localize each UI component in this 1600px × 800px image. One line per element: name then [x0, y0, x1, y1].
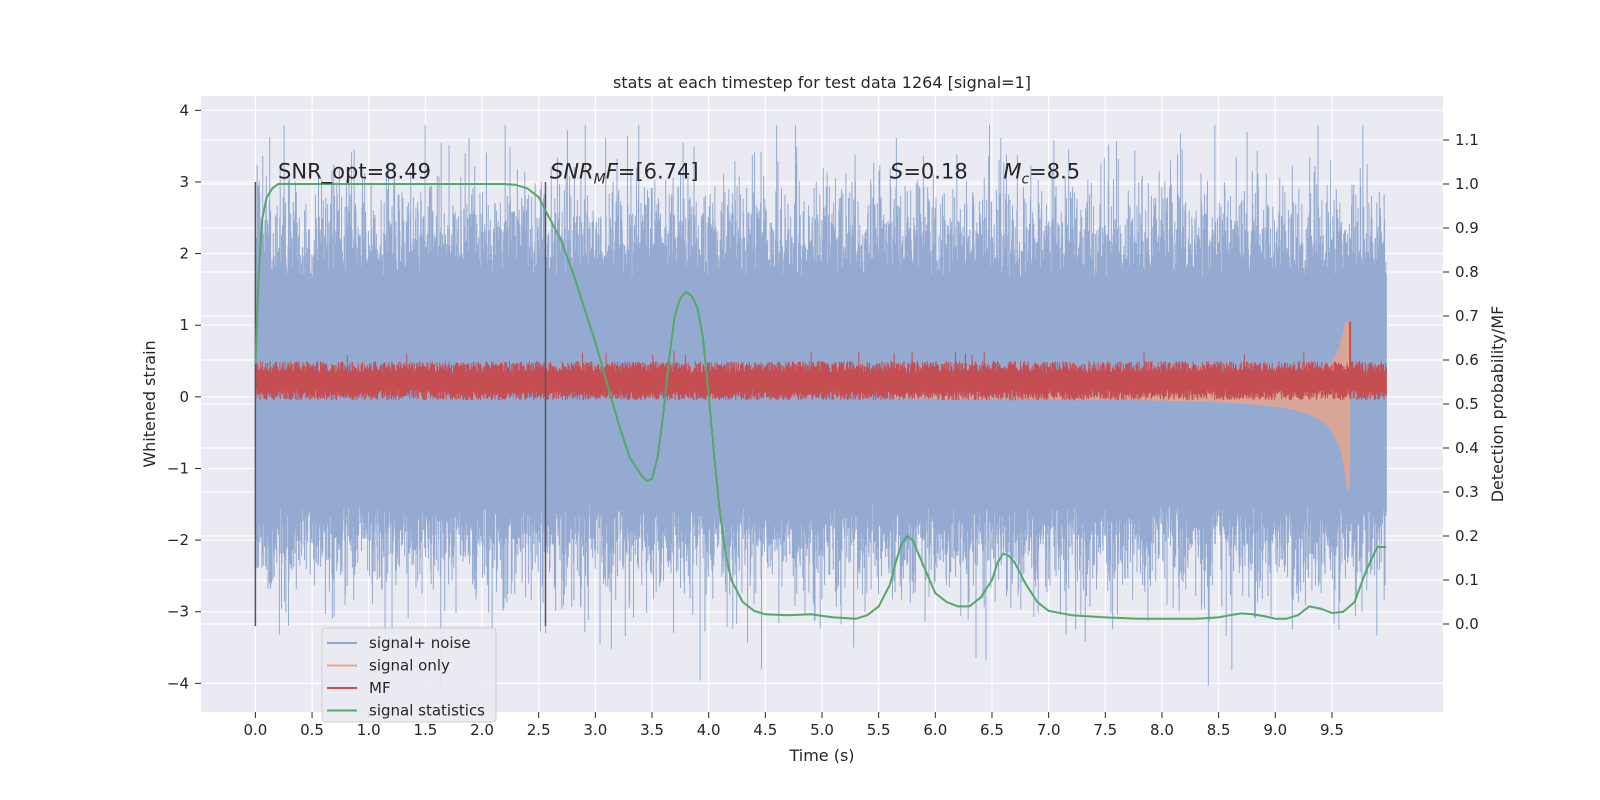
- x-tick-label: 8.5: [1207, 721, 1231, 739]
- y-right-tick-label: 0.1: [1455, 571, 1479, 589]
- legend-entry: signal statistics: [369, 702, 485, 720]
- x-tick-label: 8.0: [1150, 721, 1174, 739]
- x-tick-label: 6.5: [980, 721, 1004, 739]
- x-tick-label: 1.5: [413, 721, 437, 739]
- x-tick-label: 7.5: [1093, 721, 1117, 739]
- y-right-tick-label: 0.6: [1455, 351, 1479, 369]
- x-tick-label: 6.0: [923, 721, 947, 739]
- x-tick-label: 3.0: [583, 721, 607, 739]
- x-tick-label: 0.0: [243, 721, 267, 739]
- x-tick-label: 4.0: [697, 721, 721, 739]
- y-right-tick-label: 0.2: [1455, 527, 1479, 545]
- y-right-tick-label: 0.4: [1455, 439, 1479, 457]
- x-tick-label: 0.5: [300, 721, 324, 739]
- y-right-tick-label: 0.5: [1455, 395, 1479, 413]
- y-left-tick-label: −1: [167, 459, 189, 477]
- series-signal-only: [890, 321, 1350, 490]
- y-left-tick-label: 1: [179, 316, 189, 334]
- annotation: S=0.18: [890, 159, 968, 183]
- x-axis-label: Time (s): [788, 746, 854, 765]
- x-tick-label: 5.0: [810, 721, 834, 739]
- legend-entry: signal+ noise: [369, 634, 471, 652]
- annotation: SNR_opt=8.49: [278, 159, 431, 184]
- axis-ticks: 0.0 0.5 1.0 1.5 2.0 2.5 3.0 3.5 4.0 4.5 5.0 5.5 6.0 6…: [167, 101, 1479, 739]
- series-signal-statistics: [254, 183, 1387, 620]
- x-tick-label: 4.5: [753, 721, 777, 739]
- y-right-tick-label: 0.8: [1455, 263, 1479, 281]
- x-tick-label: 7.0: [1037, 721, 1061, 739]
- legend-box: [321, 627, 497, 723]
- x-tick-label: 9.5: [1320, 721, 1344, 739]
- y-left-tick-label: 2: [179, 245, 189, 263]
- y-right-tick-label: 1.0: [1455, 175, 1479, 193]
- legend-entry: MF: [369, 679, 391, 697]
- y-left-tick-label: −2: [167, 531, 189, 549]
- x-tick-label: 3.5: [640, 721, 664, 739]
- y-left-tick-label: −3: [167, 603, 189, 621]
- annotations: SNR_opt=8.49 SNRMF=[6.74] S=0.18 Mc=8.5: [278, 159, 1080, 187]
- y-axis-left-label: Whitened strain: [140, 340, 159, 467]
- x-tick-label: 9.0: [1263, 721, 1287, 739]
- y-left-tick-label: 3: [179, 173, 189, 191]
- legend-entry: signal only: [369, 657, 450, 675]
- annotation: Mc=8.5: [1003, 159, 1080, 187]
- annotation: SNRMF=[6.74]: [550, 159, 699, 187]
- x-tick-label: 2.5: [527, 721, 551, 739]
- vertical-markers: [254, 181, 547, 627]
- y-left-tick-label: −4: [167, 674, 189, 692]
- chart-title: stats at each timestep for test data 126…: [613, 73, 1031, 92]
- x-tick-label: 5.5: [867, 721, 891, 739]
- x-tick-label: 1.0: [357, 721, 381, 739]
- y-right-tick-label: 0.9: [1455, 219, 1479, 237]
- x-tick-label: 2.0: [470, 721, 494, 739]
- y-right-tick-label: 0.0: [1455, 615, 1479, 633]
- y-right-tick-label: 0.3: [1455, 483, 1479, 501]
- signal-statistics-line: [254, 183, 1387, 620]
- y-left-tick-label: 0: [179, 388, 189, 406]
- y-axis-right-label: Detection probability/MF: [1488, 306, 1507, 503]
- y-right-tick-label: 1.1: [1455, 131, 1479, 149]
- y-left-tick-label: 4: [179, 101, 189, 119]
- legend: signal+ noise signal only MF signal statist…: [321, 627, 497, 723]
- y-right-tick-label: 0.7: [1455, 307, 1479, 325]
